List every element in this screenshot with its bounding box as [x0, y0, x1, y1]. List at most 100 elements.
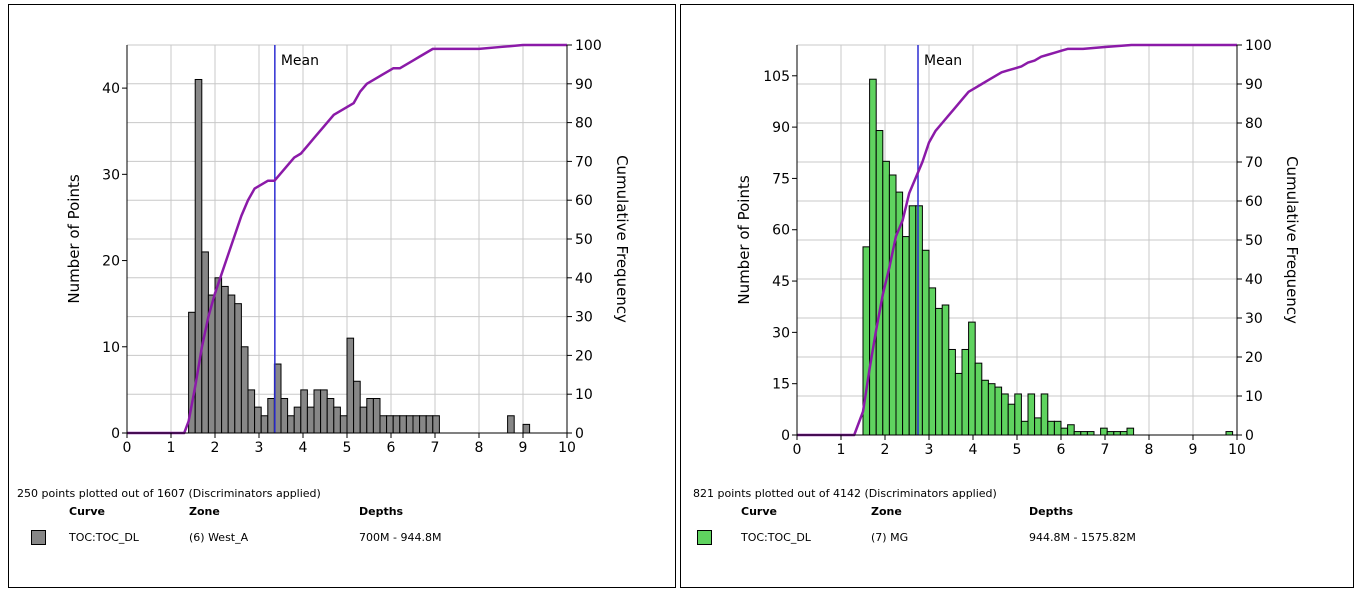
legend-zone: (7) MG	[871, 531, 909, 544]
histogram-bar	[254, 406, 262, 434]
legend-header-curve: Curve	[69, 505, 105, 518]
histogram-bar	[240, 346, 249, 434]
y-tick-label-left: 40	[102, 81, 120, 97]
x-tick-label: 1	[167, 440, 176, 456]
histogram-bar	[1027, 393, 1036, 436]
x-tick-label: 6	[387, 440, 396, 456]
histogram-bar	[405, 415, 414, 434]
histogram-bar	[432, 415, 440, 434]
histogram-bar	[1047, 420, 1055, 436]
y-tick-label-right: 90	[575, 77, 593, 93]
histogram-bar	[1034, 417, 1042, 436]
x-tick-label: 8	[1145, 442, 1154, 458]
histogram-bar	[1106, 431, 1115, 436]
x-tick-label: 7	[1101, 442, 1110, 458]
histogram-bar	[869, 78, 877, 436]
x-tick-label: 6	[1057, 442, 1066, 458]
histogram-bar	[1113, 431, 1121, 436]
histogram-bar	[419, 415, 427, 434]
y-tick-label-right: 50	[575, 232, 593, 248]
y-tick-label-left: 75	[772, 171, 790, 187]
histogram-bar	[1080, 431, 1088, 436]
histogram-bar	[908, 205, 917, 436]
histogram-bar	[247, 389, 256, 434]
histogram-bar	[882, 160, 890, 436]
histogram-bar	[267, 398, 275, 434]
y-tick-label-left: 105	[763, 69, 790, 85]
legend-curve: TOC:TOC_DL	[69, 531, 139, 544]
histogram-bar	[353, 380, 361, 434]
histogram-bar	[1007, 403, 1016, 436]
histogram-panel-right: Mean 0 1 2 3 4 5 6 7 8 9 10 0 15 30 45 60 75 90 105 0 10 20 30 4…	[680, 4, 1354, 588]
histogram-bar	[1014, 393, 1022, 436]
histogram-bar	[339, 415, 348, 434]
histogram-bar	[961, 348, 970, 436]
points-summary: 821 points plotted out of 4142 (Discrimi…	[693, 487, 997, 500]
histogram-bar	[227, 294, 236, 434]
histogram-bar	[221, 285, 229, 434]
histogram-bar	[902, 236, 910, 436]
histogram-bar	[987, 383, 996, 436]
y-tick-label-right: 30	[575, 310, 593, 326]
points-summary: 250 points plotted out of 1607 (Discrimi…	[17, 487, 321, 500]
histogram-bar	[968, 321, 976, 436]
histogram-bar	[974, 362, 983, 436]
x-tick-label: 9	[1189, 442, 1198, 458]
y-tick-label-right: 0	[1245, 428, 1254, 444]
y-tick-label-right: 10	[575, 387, 593, 403]
y-tick-label-left: 90	[772, 120, 790, 136]
y-axis-title-right: Cumulative Frequency	[1283, 156, 1301, 324]
histogram-bar	[522, 423, 531, 434]
histogram-bar	[326, 398, 335, 434]
histogram-bar	[287, 415, 295, 434]
histogram-bar	[425, 415, 434, 434]
histogram-bar	[1040, 393, 1049, 436]
y-tick-label-right: 60	[575, 193, 593, 209]
y-tick-label-right: 20	[1245, 350, 1263, 366]
histogram-bar	[293, 406, 302, 434]
y-tick-label-right: 50	[1245, 233, 1263, 249]
y-tick-label-left: 10	[102, 340, 120, 356]
histogram-bar	[300, 389, 308, 434]
x-tick-label: 9	[519, 440, 528, 456]
x-tick-label: 8	[475, 440, 484, 456]
histogram-bar	[366, 398, 374, 434]
histogram-bar	[313, 389, 322, 434]
x-tick-label: 2	[881, 442, 890, 458]
y-tick-label-left: 30	[102, 167, 120, 183]
mean-label: Mean	[281, 53, 319, 69]
x-tick-label: 7	[431, 440, 440, 456]
histogram-bar	[1086, 431, 1095, 436]
histogram-bar	[1001, 393, 1009, 436]
legend-header-curve: Curve	[741, 505, 777, 518]
x-tick-label: 1	[837, 442, 846, 458]
histogram-bar	[994, 386, 1003, 436]
histogram-bar	[1119, 431, 1128, 436]
x-tick-label: 3	[255, 440, 264, 456]
legend-swatch	[697, 530, 712, 545]
histogram-panel-left: Mean 0 1 2 3 4 5 6 7 8 9 10 0 10 20 30 40 0 10 20 30 40 50 60 70…	[8, 4, 676, 588]
legend-header-zone: Zone	[189, 505, 220, 518]
histogram-bar	[280, 398, 289, 434]
x-tick-label: 10	[1228, 442, 1246, 458]
y-tick-label-left: 0	[111, 426, 120, 442]
x-tick-label: 5	[1013, 442, 1022, 458]
histogram-bar	[948, 348, 956, 436]
histogram-bar	[346, 337, 355, 434]
x-tick-label: 5	[343, 440, 352, 456]
histogram-bar	[392, 415, 401, 434]
y-tick-label-right: 100	[1245, 38, 1272, 54]
y-tick-label-right: 70	[1245, 155, 1263, 171]
histogram-bar	[372, 398, 381, 434]
y-tick-label-right: 60	[1245, 194, 1263, 210]
x-tick-label: 4	[969, 442, 978, 458]
y-tick-label-left: 15	[772, 377, 790, 393]
y-tick-label-left: 20	[102, 254, 120, 270]
y-tick-label-left: 45	[772, 274, 790, 290]
legend-header-zone: Zone	[871, 505, 902, 518]
y-axis-title-left: Number of Points	[65, 174, 83, 303]
histogram-bar	[1126, 427, 1135, 436]
histogram-bar	[981, 379, 989, 436]
histogram-bar	[214, 277, 223, 434]
